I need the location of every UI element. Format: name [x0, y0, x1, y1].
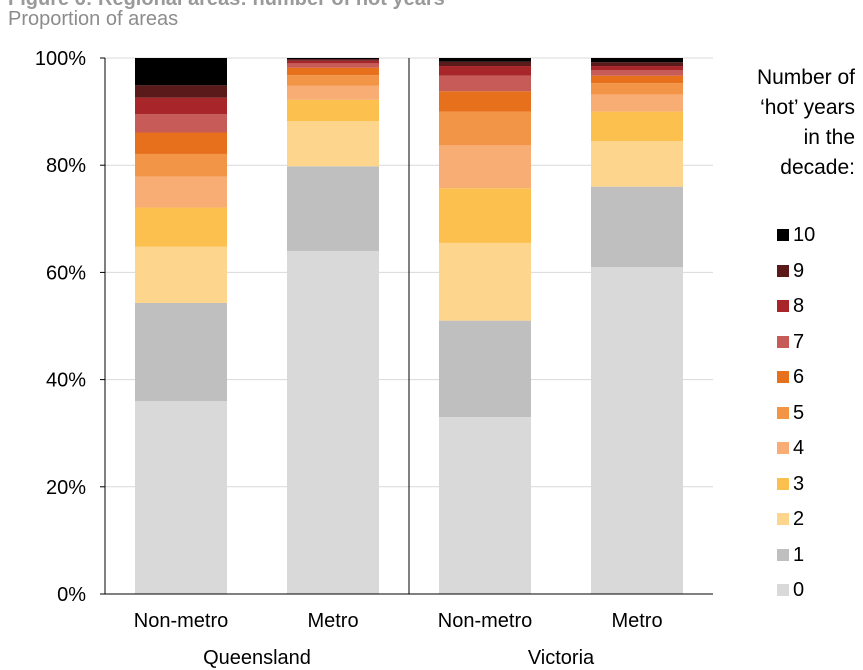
- bar-segment: [591, 141, 683, 187]
- legend-label: 6: [793, 366, 805, 388]
- bar-segment: [287, 67, 379, 76]
- bar-segment: [591, 94, 683, 112]
- chart-subtitle: Proportion of areas: [8, 8, 179, 30]
- legend-swatch: [777, 406, 789, 419]
- bar-segment: [135, 153, 227, 177]
- y-tick-label: 40%: [46, 370, 86, 392]
- bar-segment: [135, 246, 227, 303]
- y-tick-label: 60%: [46, 262, 86, 284]
- bar-segment: [135, 85, 227, 98]
- x-tick-label: Metro: [611, 610, 662, 632]
- legend-swatch: [777, 548, 789, 561]
- bar-segment: [591, 75, 683, 84]
- group-label: Victoria: [528, 647, 595, 669]
- y-tick-label: 80%: [46, 155, 86, 177]
- bar-segment: [439, 61, 531, 67]
- x-tick-label: Non-metro: [134, 610, 228, 632]
- bar-segment: [591, 62, 683, 67]
- bar-segment: [439, 417, 531, 594]
- legend-title-line: Number of: [756, 66, 855, 89]
- legend-title-line: ‘hot’ years: [760, 96, 855, 119]
- bar-segment: [439, 320, 531, 418]
- bar-segment: [287, 75, 379, 86]
- bar-segment: [135, 58, 227, 86]
- bar-segment: [439, 75, 531, 92]
- bar-segment: [439, 66, 531, 76]
- legend-label: 1: [793, 543, 805, 566]
- legend-swatch: [777, 229, 789, 241]
- bar-segment: [591, 58, 683, 63]
- bar-segment: [287, 121, 379, 167]
- bar-segment: [287, 166, 379, 251]
- bar-segment: [439, 242, 531, 321]
- legend-swatch: [777, 442, 789, 454]
- legend-swatch: [777, 371, 789, 383]
- legend-label: 3: [793, 472, 805, 495]
- bar-segment: [135, 132, 227, 154]
- bar-segment: [287, 85, 379, 100]
- legend-label: 8: [793, 295, 805, 317]
- group-label: Queensland: [203, 647, 311, 669]
- bar-segment: [287, 60, 379, 64]
- legend-swatch: [777, 584, 789, 596]
- legend-title-line: in the: [803, 126, 855, 149]
- bar-segment: [591, 267, 683, 594]
- bar-segment: [135, 302, 227, 402]
- legend-title: Number of ‘hot’ years in the decade:: [715, 63, 855, 183]
- bar-segment: [439, 58, 531, 62]
- legend-swatch: [777, 335, 789, 348]
- bar-segment: [439, 188, 531, 243]
- legend-label: 10: [793, 224, 816, 246]
- bar-segment: [287, 63, 379, 68]
- bar-segment: [287, 250, 379, 594]
- x-tick-label: Non-metro: [438, 610, 532, 632]
- bar-segment: [591, 186, 683, 268]
- bar-segment: [287, 58, 379, 60]
- legend-label: 4: [793, 437, 805, 459]
- bar-segment: [439, 145, 531, 189]
- legend-label: 2: [793, 508, 805, 530]
- y-tick-label: 20%: [46, 477, 86, 499]
- bar-segment: [135, 97, 227, 115]
- legend-title-line: decade:: [780, 156, 855, 179]
- bar-segment: [591, 111, 683, 142]
- chart-title: Figure 6: Regional areas: number of hot …: [8, 0, 445, 11]
- bar-segment: [135, 114, 227, 133]
- bar-segment: [135, 401, 227, 594]
- legend-swatch: [777, 477, 789, 490]
- bar-segment: [287, 59, 379, 61]
- bar-segment: [439, 91, 531, 112]
- bar-segment: [287, 99, 379, 122]
- legend-label: 5: [793, 401, 805, 424]
- legend-label: 7: [793, 330, 805, 353]
- bar-segment: [135, 207, 227, 247]
- legend-swatch: [777, 300, 789, 312]
- legend-label: 9: [793, 259, 805, 282]
- bar-segment: [591, 66, 683, 71]
- bar-segment: [591, 83, 683, 95]
- y-tick-label: 0%: [57, 584, 86, 606]
- bar-segment: [439, 111, 531, 146]
- legend-swatch: [777, 264, 789, 277]
- bar-segment: [591, 70, 683, 76]
- legend-label: 0: [793, 579, 805, 601]
- y-tick-label: 100%: [35, 48, 86, 70]
- legend-swatch: [777, 513, 789, 525]
- bar-segment: [135, 176, 227, 208]
- x-tick-label: Metro: [307, 610, 358, 632]
